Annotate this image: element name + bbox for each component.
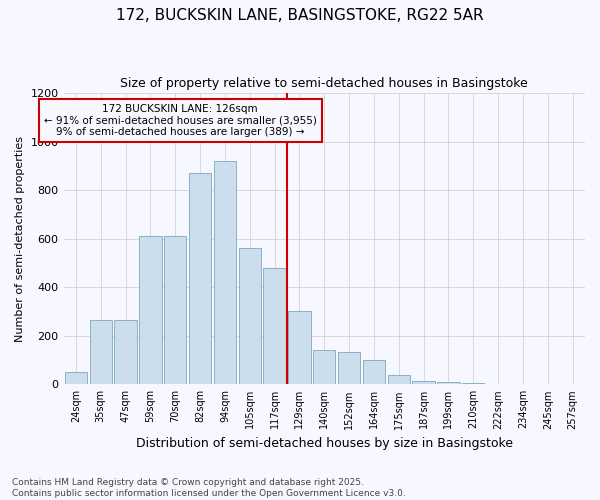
- Text: 172, BUCKSKIN LANE, BASINGSTOKE, RG22 5AR: 172, BUCKSKIN LANE, BASINGSTOKE, RG22 5A…: [116, 8, 484, 22]
- Bar: [412, 380, 435, 384]
- Bar: [437, 382, 460, 384]
- Y-axis label: Number of semi-detached properties: Number of semi-detached properties: [15, 136, 25, 342]
- Bar: [89, 320, 112, 384]
- Bar: [65, 372, 87, 384]
- Bar: [313, 350, 335, 384]
- Text: 172 BUCKSKIN LANE: 126sqm
← 91% of semi-detached houses are smaller (3,955)
9% o: 172 BUCKSKIN LANE: 126sqm ← 91% of semi-…: [44, 104, 317, 137]
- Bar: [189, 173, 211, 384]
- Bar: [388, 374, 410, 384]
- X-axis label: Distribution of semi-detached houses by size in Basingstoke: Distribution of semi-detached houses by …: [136, 437, 513, 450]
- Title: Size of property relative to semi-detached houses in Basingstoke: Size of property relative to semi-detach…: [121, 78, 528, 90]
- Bar: [462, 383, 484, 384]
- Bar: [214, 161, 236, 384]
- Bar: [363, 360, 385, 384]
- Bar: [263, 268, 286, 384]
- Bar: [288, 312, 311, 384]
- Bar: [338, 352, 360, 384]
- Bar: [139, 236, 161, 384]
- Bar: [239, 248, 261, 384]
- Bar: [164, 236, 187, 384]
- Bar: [115, 320, 137, 384]
- Text: Contains HM Land Registry data © Crown copyright and database right 2025.
Contai: Contains HM Land Registry data © Crown c…: [12, 478, 406, 498]
